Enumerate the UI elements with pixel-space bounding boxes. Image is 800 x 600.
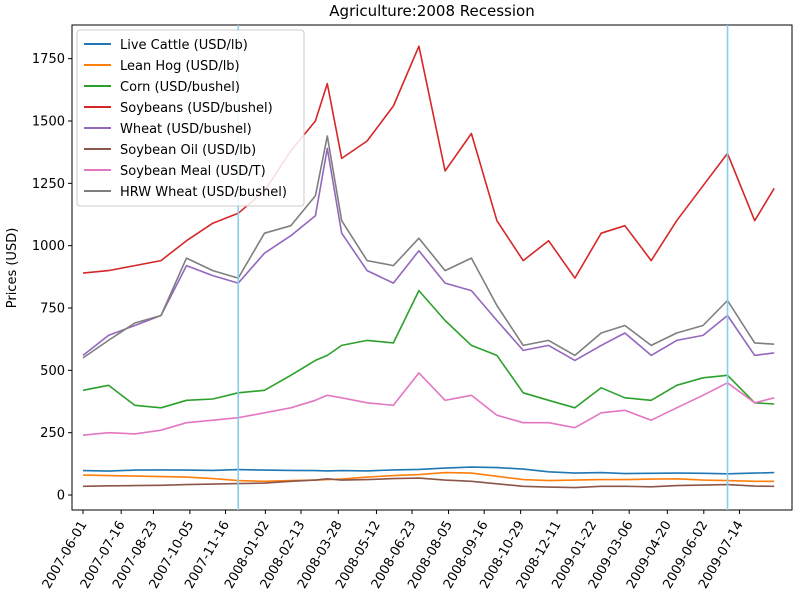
legend-label-1: Lean Hog (USD/lb) bbox=[120, 59, 240, 74]
y-tick-label: 1500 bbox=[32, 115, 65, 130]
legend-label-2: Corn (USD/bushel) bbox=[120, 80, 240, 95]
axes-frame bbox=[71, 24, 793, 511]
legend: Live Cattle (USD/lb) Lean Hog (USD/lb) Cor… bbox=[76, 29, 305, 207]
series-line-3 bbox=[82, 45, 775, 279]
y-tick-label: 750 bbox=[40, 302, 65, 317]
legend-box bbox=[76, 29, 305, 207]
legend-label-7: HRW Wheat (USD/bushel) bbox=[120, 185, 287, 200]
legend-label-0: Live Cattle (USD/lb) bbox=[120, 38, 248, 53]
y-axis-label: Prices (USD) bbox=[5, 228, 20, 309]
series-line-6 bbox=[82, 372, 775, 436]
y-tick-label: 1750 bbox=[32, 52, 65, 67]
chart-title: Agriculture:2008 Recession bbox=[329, 2, 534, 20]
series-line-0 bbox=[82, 466, 775, 475]
legend-label-6: Soybean Meal (USD/T) bbox=[120, 164, 266, 179]
y-tick-label: 0 bbox=[57, 489, 65, 504]
y-tick-label: 1000 bbox=[32, 239, 65, 254]
series-line-4 bbox=[82, 147, 775, 362]
y-tick-label: 250 bbox=[40, 426, 65, 441]
series-line-1 bbox=[82, 471, 775, 483]
series-group bbox=[82, 45, 775, 489]
series-line-5 bbox=[82, 477, 775, 489]
legend-label-4: Wheat (USD/bushel) bbox=[120, 122, 252, 137]
series-line-2 bbox=[82, 289, 775, 409]
legend-label-5: Soybean Oil (USD/lb) bbox=[120, 143, 256, 158]
legend-label-3: Soybeans (USD/bushel) bbox=[120, 101, 273, 116]
y-tick-label: 1250 bbox=[32, 177, 65, 192]
series-line-7 bbox=[82, 135, 775, 359]
y-tick-label: 500 bbox=[40, 364, 65, 379]
